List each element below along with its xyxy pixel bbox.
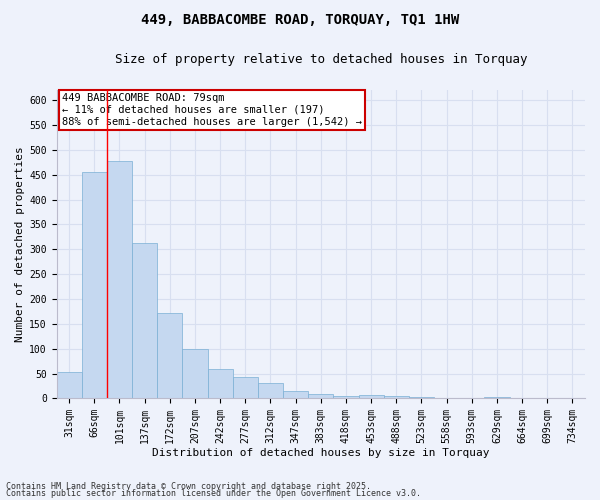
Bar xyxy=(334,396,359,398)
Bar xyxy=(258,383,283,398)
Bar xyxy=(308,394,334,398)
Bar xyxy=(359,395,383,398)
Bar xyxy=(132,244,157,398)
Text: 449 BABBACOMBE ROAD: 79sqm
← 11% of detached houses are smaller (197)
88% of sem: 449 BABBACOMBE ROAD: 79sqm ← 11% of deta… xyxy=(62,94,362,126)
Text: Contains public sector information licensed under the Open Government Licence v3: Contains public sector information licen… xyxy=(6,489,421,498)
Title: Size of property relative to detached houses in Torquay: Size of property relative to detached ho… xyxy=(115,52,527,66)
Bar xyxy=(233,378,258,398)
Bar xyxy=(82,172,107,398)
Bar xyxy=(56,372,82,398)
Bar xyxy=(182,348,208,399)
Bar xyxy=(283,391,308,398)
X-axis label: Distribution of detached houses by size in Torquay: Distribution of detached houses by size … xyxy=(152,448,490,458)
Bar xyxy=(383,396,409,398)
Bar xyxy=(208,369,233,398)
Bar xyxy=(157,313,182,398)
Text: Contains HM Land Registry data © Crown copyright and database right 2025.: Contains HM Land Registry data © Crown c… xyxy=(6,482,371,491)
Y-axis label: Number of detached properties: Number of detached properties xyxy=(15,146,25,342)
Bar xyxy=(107,161,132,398)
Text: 449, BABBACOMBE ROAD, TORQUAY, TQ1 1HW: 449, BABBACOMBE ROAD, TORQUAY, TQ1 1HW xyxy=(141,12,459,26)
